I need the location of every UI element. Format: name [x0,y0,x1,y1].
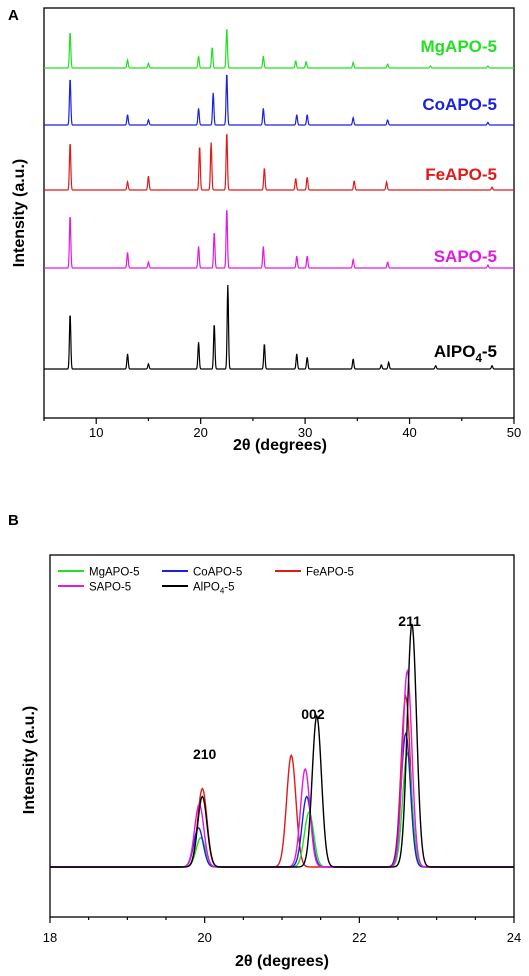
panel-b-annotation-210: 210 [193,746,217,762]
panel-b-annotation-211: 211 [398,613,421,629]
panel-b-traces [50,623,514,868]
panel-a-trace-coapo-5 [44,74,514,126]
panel-a-trace-alpo4-5 [44,284,514,370]
panel-b-legend-label-subscript: 4 [220,587,225,596]
panel-a-label-alpo4-5-main: AlPO [434,342,476,361]
panel-b-trace-sapo-5 [50,668,514,868]
panel-b-plot-frame [49,554,515,918]
panel-b-legend-label-mgapo-5: MgAPO-5 [89,567,140,579]
panel-b-legend-label-tail: -5 [224,582,234,594]
panel-b-trace-alpo4-5 [50,623,514,868]
panel-b-legend-label-feapo-5: FeAPO-5 [306,567,354,579]
panel-a-series-labels: MgAPO-5 CoAPO-5 FeAPO-5 SAPO-5 AlPO4-5 [421,37,498,365]
panel-b-peak-annotations: 210 002 211 [193,613,421,762]
panel-a-x-tick-label: 50 [507,425,521,440]
panel-a-x-ticks: 10 20 30 40 50 [43,418,521,440]
panel-b-legend-label-main: AlPO [193,582,220,594]
panel-a-label-coapo-5: CoAPO-5 [422,95,497,114]
panel-b: B 210 002 211 MgAPO-5 CoAPO-5 FeAPO-5 SAPO-5 A… [8,512,521,970]
panel-a-x-axis-label: 2θ (degrees) [233,437,327,454]
panel-b-x-tick-label: 22 [352,930,366,945]
panel-a-trace-feapo-5 [44,134,514,191]
panel-a-x-tick-label: 10 [89,425,103,440]
panel-b-legend-label-alpo4-5: AlPO4-5 [193,582,235,596]
panel-a-label-alpo4-5: AlPO4-5 [434,342,497,365]
panel-a-label-alpo4-5-subscript: 4 [475,353,482,365]
panel-b-x-tick-label: 24 [507,930,521,945]
panel-a-x-tick-label: 20 [193,425,207,440]
panel-b-x-axis-label: 2θ (degrees) [235,953,329,970]
panel-b-x-tick-label: 18 [43,930,57,945]
panel-b-legend-label-sapo-5: SAPO-5 [89,582,131,594]
panel-a-trace-sapo-5 [44,210,514,269]
panel-b-x-ticks: 18 20 22 24 [43,917,521,945]
panel-a-trace-mgapo-5 [44,29,514,69]
panel-a-label: A [8,7,19,24]
panel-a-label-sapo-5: SAPO-5 [434,247,497,266]
panel-b-legend: MgAPO-5 CoAPO-5 FeAPO-5 SAPO-5 AlPO4-5 [58,567,354,596]
panel-a: A MgAPO-5 CoAPO-5 FeAPO-5 SAPO-5 AlPO4-5 10 2… [8,7,521,454]
panel-b-label: B [8,512,19,529]
panel-b-trace-feapo-5 [50,694,514,868]
panel-a-plot-frame [43,7,515,419]
panel-a-x-tick-label: 30 [298,425,312,440]
panel-a-traces [44,29,514,370]
panel-b-y-axis-label: Intensity (a.u.) [21,706,38,814]
panel-b-legend-label-coapo-5: CoAPO-5 [193,567,242,579]
panel-a-y-axis-label: Intensity (a.u.) [11,159,28,267]
panel-a-label-alpo4-5-tail: -5 [482,342,497,361]
panel-b-annotation-002: 002 [301,706,325,722]
panel-a-label-mgapo-5: MgAPO-5 [421,37,498,56]
panel-a-x-tick-label: 40 [402,425,416,440]
panel-a-label-feapo-5: FeAPO-5 [425,165,497,184]
panel-b-x-tick-label: 20 [197,930,211,945]
